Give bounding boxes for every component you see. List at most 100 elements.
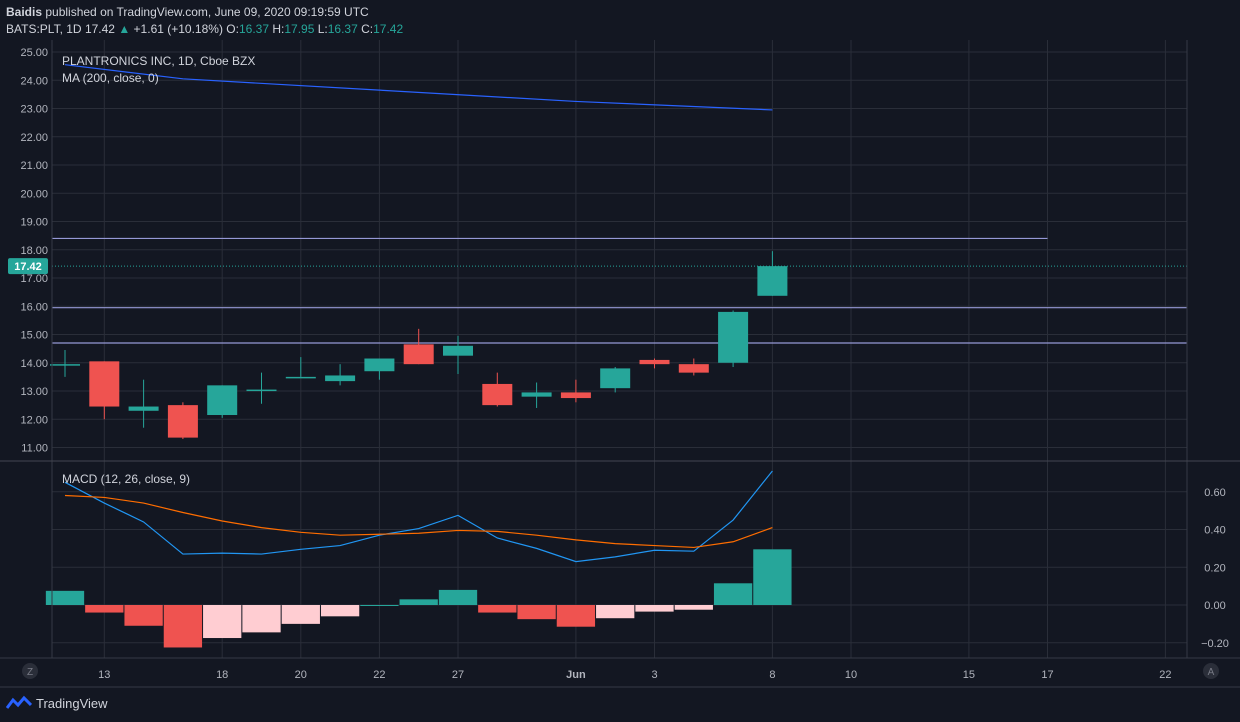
macd-histogram-bar [242, 605, 281, 633]
macd-tick-label: 0.60 [1204, 487, 1225, 499]
last-price-badge [8, 258, 48, 275]
macd-histogram-bar [753, 549, 792, 605]
publish-info: published on TradingView.com, June 09, 2… [45, 5, 369, 19]
time-tick-label: 10 [845, 669, 857, 681]
scale-mode-button-left[interactable]: Z [22, 663, 38, 679]
last-price-badge-label: 17.42 [14, 261, 42, 273]
time-tick-label: 18 [216, 669, 228, 681]
candle-body [403, 344, 434, 365]
scale-a-label: A [1208, 667, 1215, 678]
macd-line [64, 470, 773, 563]
candle-body [600, 368, 631, 389]
macd-histogram-bar [281, 605, 320, 624]
ma-200-line [64, 64, 773, 111]
macd-histogram-bar [203, 605, 242, 639]
low-label: L: [317, 22, 328, 36]
horizontal-levels[interactable] [52, 237, 1187, 344]
candle-body [678, 364, 709, 373]
open-value: 16.37 [238, 22, 269, 36]
time-tick-label: 13 [98, 669, 110, 681]
macd-tick-label: 0.40 [1204, 525, 1225, 537]
candles[interactable] [50, 251, 788, 440]
time-tick-label: 22 [1159, 669, 1171, 681]
macd-legend: MACD (12, 26, close, 9) [62, 472, 190, 486]
price-tick-label: 24.00 [20, 75, 48, 87]
signal-line [64, 494, 773, 549]
price-change: +1.61 (+10.18%) [133, 22, 223, 36]
candle-body [89, 361, 120, 407]
ohlc-line: BATS:PLT, 1D 17.42 ▲ +1.61 (+10.18%) O:1… [6, 22, 403, 36]
candle-body [521, 392, 552, 397]
macd-histogram-bar [399, 599, 438, 605]
symbol-title: PLANTRONICS INC, 1D, Cboe BZX [62, 54, 255, 68]
price-tick-label: 14.00 [20, 358, 48, 370]
auto-scale-button[interactable]: A [1203, 663, 1219, 679]
macd-histogram-bar [635, 605, 674, 612]
time-tick-label: 17 [1041, 669, 1053, 681]
publish-line: Baidis published on TradingView.com, Jun… [6, 5, 369, 19]
macd-histogram-bar [438, 589, 478, 605]
ma-line [64, 64, 773, 111]
time-tick-label: 22 [373, 669, 385, 681]
price-tick-label: 18.00 [20, 245, 48, 257]
price-tick-label: 11.00 [21, 443, 48, 455]
high-value: 17.95 [284, 22, 315, 36]
candle-body [757, 266, 788, 296]
macd-histogram-bar [517, 605, 556, 620]
time-tick-label: 8 [769, 669, 775, 681]
axes: 25.00 24.00 23.00 22.00 21.00 20.00 19.00 18.00… [0, 40, 1240, 688]
low-value: 16.37 [327, 22, 358, 36]
macd-histogram-bar [596, 605, 635, 619]
macd-tick-label: 0.00 [1204, 600, 1225, 612]
macd-histogram-bar [713, 583, 753, 605]
open-label: O: [226, 22, 239, 36]
time-tick-label: 20 [295, 669, 307, 681]
price-tick-label: 13.00 [20, 386, 48, 398]
price-tick-label: 19.00 [20, 217, 48, 229]
scale-z-label: Z [27, 667, 33, 678]
macd-histogram [45, 549, 792, 648]
price-tick-label: 15.00 [20, 330, 48, 342]
macd-tick-label: 0.20 [1204, 562, 1225, 574]
macd-tick-label: −0.20 [1201, 638, 1229, 650]
tradingview-logo[interactable]: TradingView [6, 695, 108, 711]
macd-histogram-bar [478, 605, 517, 613]
brand-name: TradingView [36, 695, 108, 711]
price-tick-label: 16.00 [20, 301, 48, 313]
candle-body [285, 376, 316, 379]
price-tick-label: 17.00 [20, 273, 48, 285]
macd-histogram-bar [163, 605, 203, 648]
candle-body [207, 385, 238, 416]
price-tick-label: 22.00 [20, 132, 48, 144]
ma-legend: MA (200, close, 0) [62, 71, 159, 85]
grid [52, 40, 1187, 658]
candle-body [50, 364, 80, 366]
macd-histogram-bar [45, 590, 85, 605]
candle-body [639, 359, 670, 365]
price-tick-label: 21.00 [20, 160, 48, 172]
candle-body [246, 389, 277, 392]
candle-body [364, 358, 395, 372]
macd-histogram-bar [124, 605, 163, 626]
macd-histogram-bar [85, 605, 124, 613]
price-tick-label: 20.00 [20, 188, 48, 200]
candle-body [560, 392, 591, 399]
author-name: Baidis [6, 5, 43, 19]
price-tick-label: 25.00 [20, 47, 48, 59]
price-tick-label: 23.00 [20, 104, 48, 116]
time-tick-label: 3 [651, 669, 657, 681]
candle-body [443, 345, 473, 356]
candle-body [128, 406, 159, 411]
macd-lines [64, 470, 773, 563]
up-arrow-icon: ▲ [118, 22, 131, 36]
macd-histogram-bar [320, 605, 360, 617]
candle-body [482, 383, 513, 406]
symbol-label: BATS:PLT, 1D [6, 22, 82, 36]
close-label: C: [361, 22, 374, 36]
macd-histogram-bar [674, 605, 713, 610]
candle-body [325, 375, 356, 382]
tradingview-icon [6, 695, 32, 709]
last-price: 17.42 [84, 22, 115, 36]
